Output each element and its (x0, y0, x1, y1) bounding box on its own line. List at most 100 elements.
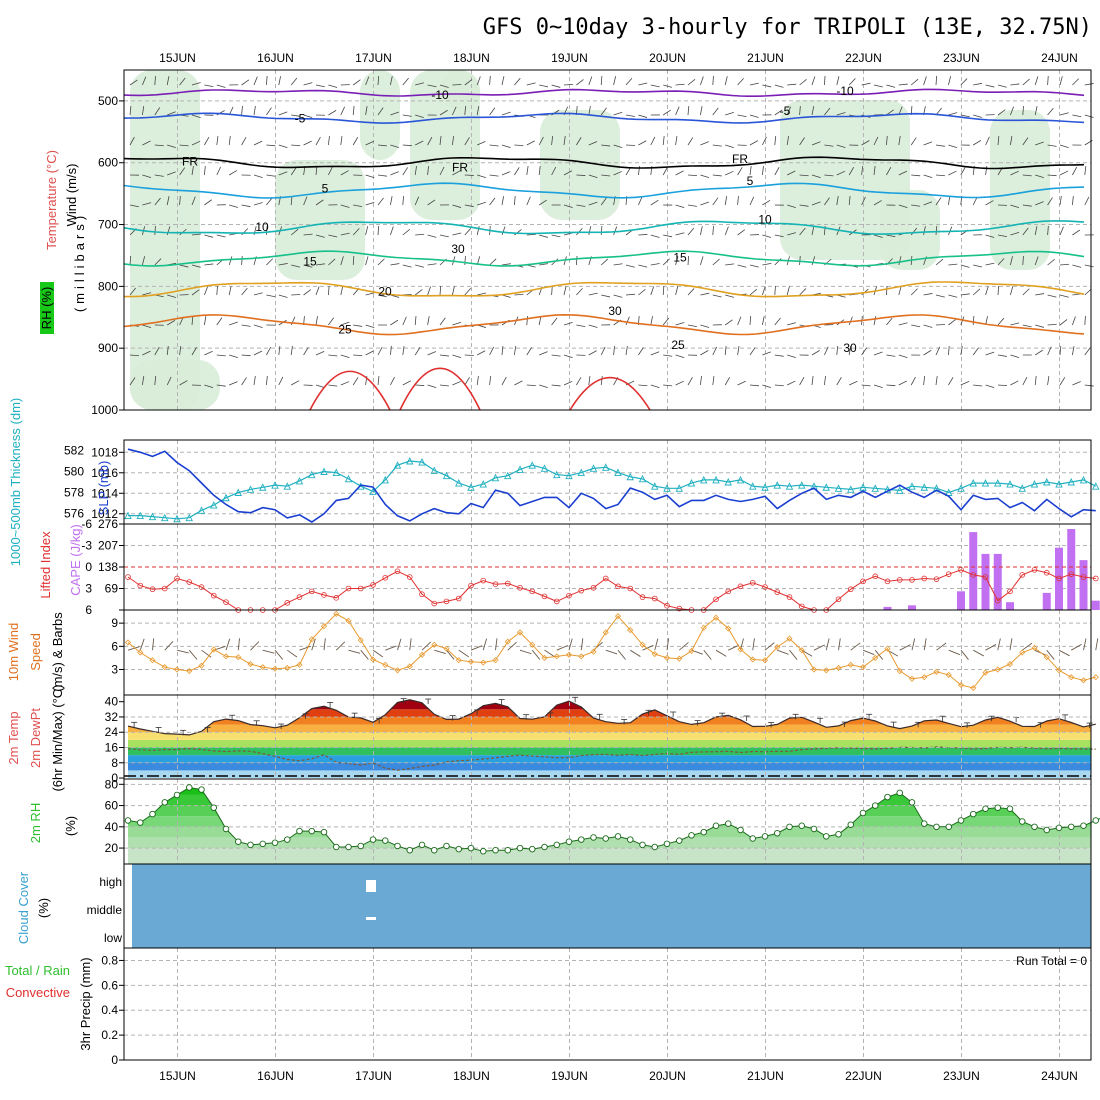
wind-barb (514, 346, 517, 356)
wind-barb (526, 82, 536, 86)
wind-point (320, 623, 328, 630)
wind-barb (662, 136, 665, 146)
wind-barb (948, 263, 958, 266)
wind-barb (576, 324, 586, 327)
surface-barb (544, 649, 555, 658)
surface-barb (838, 638, 841, 651)
wind-barb (402, 380, 411, 386)
wind-barb (1010, 136, 1013, 146)
wind-barb (315, 316, 318, 326)
wind-barb (353, 204, 363, 208)
wind-barb (328, 136, 330, 146)
wind-barb (477, 174, 486, 179)
wind-barb (588, 376, 591, 386)
wind-barb (166, 76, 170, 86)
wind-barb (1084, 315, 1086, 326)
wind-barb (377, 197, 384, 206)
wind-barb (848, 196, 851, 206)
wind-barb (948, 346, 950, 356)
wind-point (859, 664, 867, 671)
top-date-label: 17JUN (355, 51, 392, 65)
wind-barb (340, 204, 350, 208)
li-point (615, 583, 621, 590)
cloud-level-middle: middle (87, 903, 123, 917)
wind-barb (886, 234, 896, 238)
wind-barb (166, 196, 170, 206)
thickness-point (663, 484, 671, 492)
rh-point (443, 842, 450, 850)
thickness-point (344, 474, 353, 483)
wind-barb (898, 170, 908, 176)
temp-grid (124, 695, 1091, 779)
wind-point (284, 664, 291, 672)
wind-barb (787, 83, 797, 86)
wind-barb (725, 144, 734, 149)
rh-point (394, 842, 401, 850)
wind-barb (452, 232, 462, 236)
surface-barb (250, 641, 260, 651)
wind-barb (700, 76, 704, 86)
wind-barb (191, 233, 201, 236)
wind-barb (787, 170, 796, 176)
surface-barb (409, 638, 412, 651)
slp-ticks: 1018 1016 1014 1012 582 580 578 576 (64, 444, 124, 521)
wind-barb (377, 294, 387, 298)
wind-barb (526, 384, 536, 387)
wind-barb (848, 78, 856, 86)
wind-barb (588, 226, 592, 236)
wind-barb (402, 316, 407, 326)
wind-barb (415, 233, 425, 236)
wind-barb (910, 78, 919, 86)
wind-barb (923, 226, 926, 236)
li-point (419, 591, 425, 598)
wind-barb (1047, 259, 1055, 266)
wind-barb (315, 286, 320, 296)
thickness-point (308, 470, 316, 479)
wind-barb (1047, 225, 1049, 236)
contour-label: -5 (295, 112, 306, 126)
contour-label: FR (182, 154, 198, 168)
wind-barb (129, 287, 136, 296)
wind-barb (712, 346, 718, 356)
wind-barb (303, 289, 312, 296)
wind-barb (340, 381, 350, 386)
wind-point (590, 648, 597, 655)
wind-barb (799, 78, 807, 86)
wind-barb (204, 384, 214, 389)
cape-tick: 69 (105, 582, 119, 596)
wind-barb (328, 258, 336, 266)
wind-barb (1034, 76, 1039, 86)
wind-barb (278, 111, 288, 116)
wind-barb (303, 196, 308, 206)
wind-barb (241, 204, 251, 208)
surface-barb (777, 649, 789, 655)
wind-barb (402, 264, 412, 268)
wind-barb (861, 166, 864, 176)
wind-barb (588, 76, 593, 86)
wind-barb (1047, 174, 1057, 177)
thickness-tick: 576 (64, 507, 84, 521)
wind-barb (811, 174, 821, 179)
tick-label: 0 (111, 1053, 118, 1067)
wind-point (896, 667, 903, 675)
wind-barb (229, 354, 238, 359)
wind-barb (439, 354, 449, 357)
wind-barb (501, 376, 507, 386)
surface-barb (225, 638, 231, 651)
wind-barb (476, 76, 481, 86)
wind-barb (291, 264, 301, 268)
wind-barb (241, 106, 243, 116)
rh-band (128, 837, 1091, 849)
temperature-contour (124, 281, 1085, 298)
bottom-date-label: 15JUN (159, 1069, 196, 1083)
wind-barb (253, 76, 258, 86)
rh-point (271, 839, 279, 847)
wind-barb (873, 136, 879, 146)
tick-label: 800 (98, 279, 118, 293)
wind-barb (229, 204, 238, 208)
wind-point (1092, 674, 1099, 681)
wind-barb (638, 264, 648, 268)
tick-label: 60 (105, 799, 119, 813)
wind-barb (129, 204, 139, 208)
contour-label: 10 (758, 212, 772, 226)
